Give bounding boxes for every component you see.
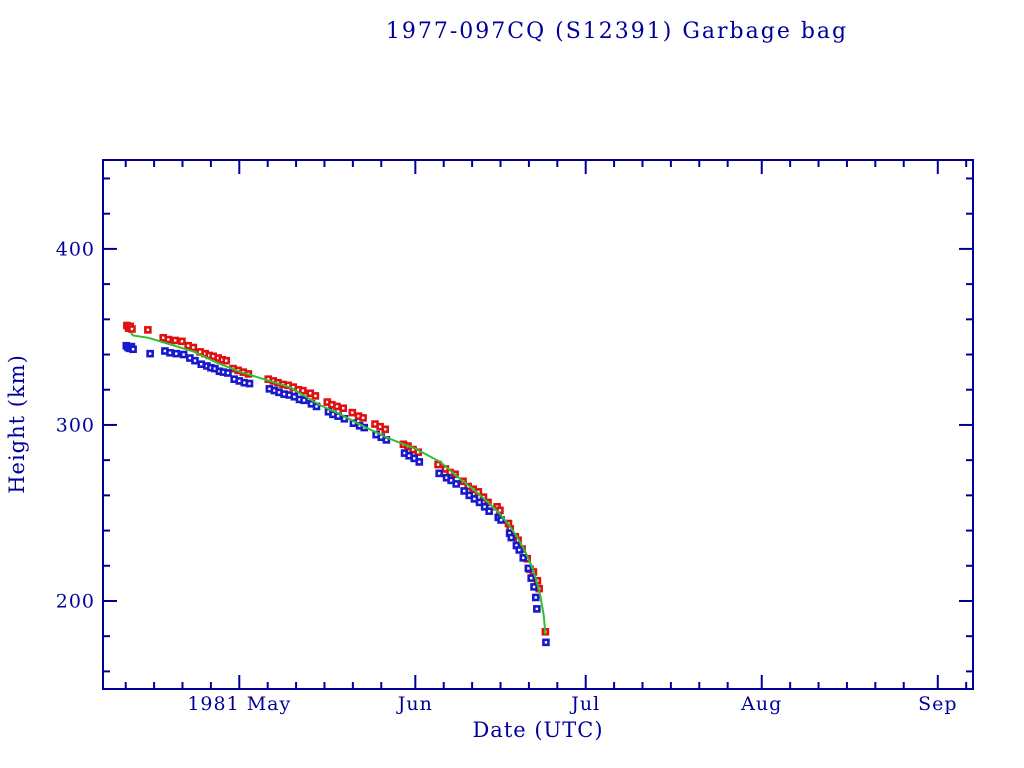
lower-height-blue-point: [519, 554, 528, 562]
upper-height-red-point: [164, 335, 173, 344]
upper-height-red-point: [348, 408, 357, 417]
lower-height-blue-point: [531, 593, 540, 602]
upper-height-red-point: [339, 404, 348, 413]
upper-height-red-point: [434, 460, 442, 469]
x-tick-label: Jul: [569, 693, 600, 715]
lower-height-blue-point: [460, 487, 468, 495]
upper-height-red-point: [311, 392, 320, 400]
x-tick-label: Sep: [918, 693, 957, 715]
fit-line-green: [130, 332, 547, 635]
lower-height-blue-point: [166, 348, 174, 357]
lower-height-blue-point: [485, 507, 493, 515]
upper-height-red-point: [178, 337, 186, 346]
upper-height-red-point: [381, 425, 390, 434]
x-tick-label: Aug: [740, 693, 782, 715]
lower-height-blue-point: [480, 502, 489, 511]
lower-height-blue-point: [507, 533, 516, 542]
chart-title: 1977-097CQ (S12391) Garbage bag: [386, 19, 848, 44]
upper-height-red-point: [299, 386, 307, 395]
lower-height-blue-point: [533, 605, 541, 613]
y-tick-label: 300: [56, 414, 95, 436]
upper-height-red-point: [333, 402, 341, 411]
x-axis-label: Date (UTC): [472, 718, 603, 742]
lower-height-blue-point: [524, 564, 533, 573]
upper-height-red-point: [128, 325, 136, 333]
x-tick-label: 1981 May: [187, 693, 291, 715]
lower-height-blue-point: [527, 574, 535, 582]
lower-height-blue-point: [129, 345, 137, 354]
lower-height-blue-point: [515, 546, 524, 554]
lower-height-blue-point: [452, 480, 461, 488]
lower-height-blue-point: [530, 583, 538, 591]
lower-height-blue-point: [172, 349, 181, 358]
lower-height-blue-point: [245, 379, 254, 388]
lower-height-blue-point: [435, 469, 443, 478]
y-tick-label: 400: [56, 238, 95, 260]
y-tick-label: 200: [56, 590, 95, 612]
upper-height-red-point: [171, 336, 179, 345]
lower-height-blue-point: [224, 369, 232, 377]
lower-height-blue-point: [197, 360, 206, 369]
upper-height-red-point: [144, 326, 152, 334]
lower-height-blue-point: [191, 356, 199, 365]
lower-height-blue-point: [179, 350, 188, 359]
lower-height-blue-point: [300, 396, 308, 405]
lower-height-blue-point: [475, 498, 484, 507]
lower-height-blue-point: [415, 458, 424, 466]
upper-height-red-point: [359, 414, 367, 422]
plot-area: 1981 May Jun Jul Aug Sep 200 300 400: [56, 159, 974, 715]
lower-height-blue-point: [542, 638, 550, 647]
y-axis-label: Height (km): [5, 354, 29, 494]
upper-height-red-point: [189, 343, 198, 352]
x-tick-label: Jun: [396, 693, 433, 715]
upper-height-red-point: [222, 356, 231, 365]
lower-height-blue-point: [146, 349, 154, 358]
